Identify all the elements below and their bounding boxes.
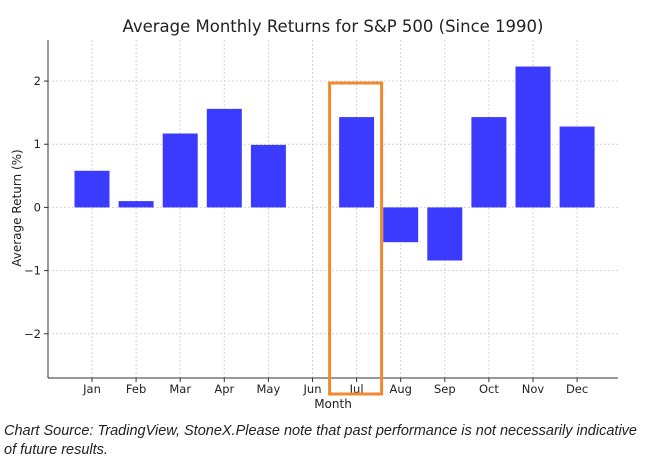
x-tick-label: Jun — [303, 382, 322, 396]
y-axis-label: Average Return (%) — [10, 149, 24, 267]
chart-source-caption: Chart Source: TradingView, StoneX.Please… — [4, 423, 637, 458]
x-tick-label: Nov — [522, 382, 545, 396]
y-tick-label: 1 — [34, 137, 41, 151]
bar-dec — [559, 126, 595, 208]
bar-feb — [118, 201, 154, 208]
x-tick-label: Jan — [82, 382, 101, 396]
x-tick-label: Sep — [434, 382, 456, 396]
highlight-box — [328, 81, 384, 396]
chart: Average Monthly Returns for S&P 500 (Sin… — [10, 17, 618, 411]
bar-jul — [339, 117, 375, 208]
x-tick-label: Dec — [566, 382, 588, 396]
bar-mar — [162, 133, 198, 208]
bar-jan — [74, 170, 110, 208]
bar-nov — [515, 66, 551, 208]
x-tick-label: Mar — [169, 382, 191, 396]
y-tick-label: −1 — [24, 264, 41, 278]
x-tick-label: May — [257, 382, 281, 396]
y-tick-label: −2 — [24, 327, 41, 341]
chart-title: Average Monthly Returns for S&P 500 (Sin… — [123, 17, 544, 36]
x-tick-label: Apr — [214, 382, 234, 396]
bar-apr — [206, 108, 242, 208]
y-tick-label: 2 — [34, 74, 41, 88]
x-tick-label: Aug — [389, 382, 411, 396]
y-tick-label: 0 — [34, 200, 41, 214]
bar-oct — [471, 117, 507, 208]
x-tick-label: Oct — [479, 382, 499, 396]
bar-sep — [427, 207, 463, 261]
x-axis-label: Month — [314, 397, 352, 411]
bar-aug — [383, 207, 419, 243]
axes — [47, 40, 618, 379]
bar-may — [250, 144, 286, 208]
x-tick-label: Feb — [126, 382, 146, 396]
bars — [74, 66, 595, 261]
